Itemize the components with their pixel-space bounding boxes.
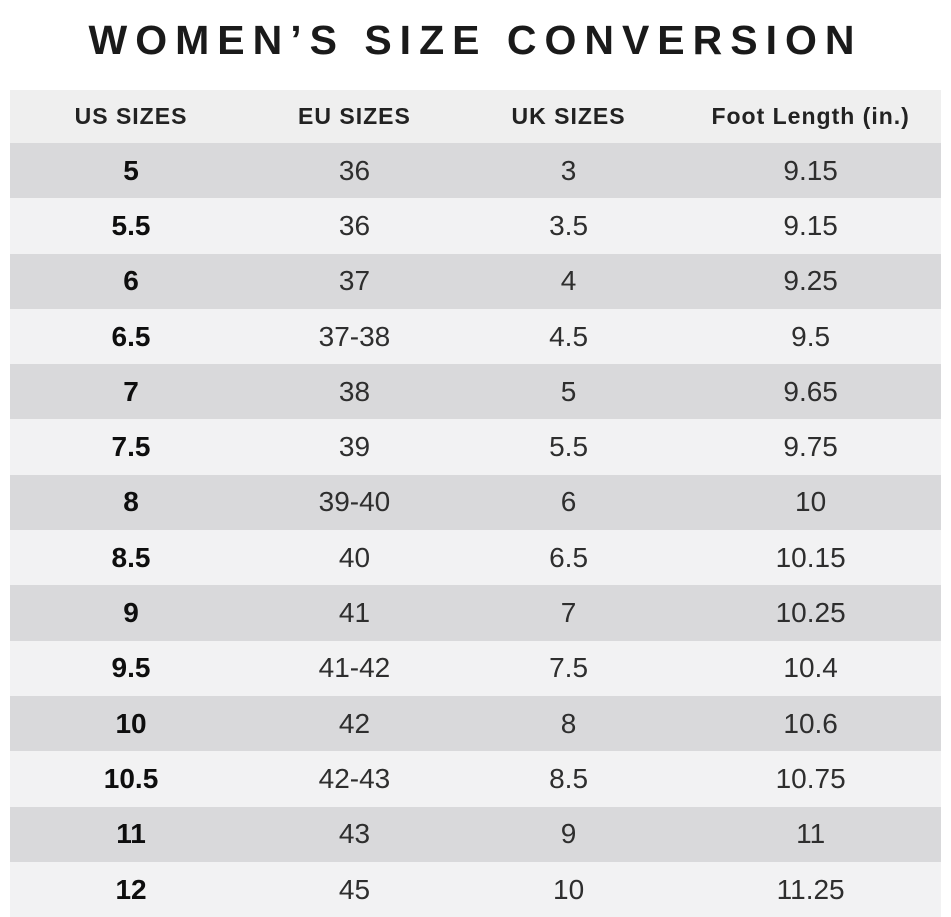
cell-foot-length: 9.65: [783, 375, 838, 407]
cell-eu-size: 36: [338, 209, 371, 241]
table-row: 9 41 7 10.25: [10, 585, 941, 641]
cell-eu-size: 41-42: [318, 652, 391, 684]
cell-eu-size: 39: [338, 431, 371, 463]
table-row: 6.5 37-38 4.5 9.5: [10, 308, 941, 365]
cell-eu-size: 40: [338, 541, 371, 573]
cell-foot-length: 11.25: [776, 873, 845, 905]
cell-us-size: 8: [123, 486, 139, 518]
cell-us-size: 12: [115, 873, 147, 905]
cell-us-size: 5.5: [111, 209, 151, 241]
cell-us-size: 11: [116, 818, 146, 850]
table-row: 10.5 42-43 8.5 10.75: [10, 751, 941, 807]
column-header-uk-sizes: UK SIZES: [511, 103, 626, 129]
cell-uk-size: 6.5: [549, 541, 589, 573]
cell-us-size: 9.5: [111, 652, 151, 684]
table-row: 5 36 3 9.15: [10, 143, 941, 199]
cell-foot-length: 9.75: [783, 431, 838, 463]
cell-us-size: 6.5: [111, 320, 151, 352]
column-header-foot-length: Foot Length (in.): [711, 103, 910, 129]
table-row: 6 37 4 9.25: [10, 253, 941, 309]
cell-us-size: 5: [123, 154, 139, 186]
cell-us-size: 7.5: [111, 431, 151, 463]
cell-eu-size: 45: [338, 873, 371, 905]
size-conversion-table: US SIZES EU SIZES UK SIZES Foot Length (…: [10, 90, 941, 917]
cell-eu-size: 43: [338, 818, 371, 850]
cell-foot-length: 10.75: [775, 762, 846, 794]
cell-foot-length: 10: [795, 486, 827, 518]
cell-uk-size: 7: [560, 597, 577, 629]
cell-foot-length: 9.5: [791, 320, 831, 352]
cell-eu-size: 38: [338, 375, 371, 407]
table-row: 5.5 36 3.5 9.15: [10, 198, 941, 254]
table-row: 10 42 8 10.6: [10, 695, 941, 752]
cell-uk-size: 5.5: [549, 431, 589, 463]
cell-uk-size: 6: [560, 486, 577, 518]
column-header-eu-sizes: EU SIZES: [298, 103, 411, 129]
table-header-row: US SIZES EU SIZES UK SIZES Foot Length (…: [10, 90, 941, 143]
table-row: 8 39-40 6 10: [10, 474, 941, 531]
cell-uk-size: 4.5: [549, 320, 589, 352]
page-title: WOMEN’S SIZE CONVERSION: [88, 17, 863, 63]
title-area: WOMEN’S SIZE CONVERSION: [0, 0, 951, 90]
table-row: 9.5 41-42 7.5 10.4: [10, 640, 941, 696]
cell-foot-length: 11: [796, 818, 826, 850]
cell-us-size: 6: [123, 265, 139, 297]
column-header-us-sizes: US SIZES: [74, 103, 188, 129]
cell-uk-size: 9: [560, 818, 577, 850]
cell-eu-size: 37: [338, 265, 371, 297]
cell-uk-size: 3: [560, 154, 577, 186]
cell-us-size: 9: [123, 597, 139, 629]
cell-us-size: 7: [123, 375, 139, 407]
table-row: 12 45 10 11.25: [10, 861, 941, 917]
cell-foot-length: 10.15: [775, 541, 846, 573]
cell-uk-size: 4: [560, 265, 577, 297]
cell-uk-size: 10: [553, 873, 585, 905]
table-row: 11 43 9 11: [10, 806, 941, 862]
cell-foot-length: 10.25: [775, 597, 846, 629]
cell-foot-length: 9.25: [783, 265, 838, 297]
cell-foot-length: 10.4: [783, 652, 838, 684]
cell-eu-size: 39-40: [318, 486, 391, 518]
cell-foot-length: 9.15: [783, 154, 838, 186]
table-row: 7.5 39 5.5 9.75: [10, 419, 941, 475]
cell-uk-size: 3.5: [549, 209, 589, 241]
cell-uk-size: 7.5: [549, 652, 589, 684]
cell-eu-size: 42-43: [318, 762, 391, 794]
cell-eu-size: 41: [338, 597, 371, 629]
cell-foot-length: 10.6: [783, 707, 838, 739]
cell-eu-size: 42: [338, 707, 371, 739]
table-row: 7 38 5 9.65: [10, 364, 941, 420]
cell-uk-size: 5: [560, 375, 577, 407]
cell-us-size: 10.5: [103, 762, 159, 794]
cell-uk-size: 8: [560, 707, 577, 739]
cell-eu-size: 37-38: [318, 320, 391, 352]
cell-us-size: 10: [115, 707, 147, 739]
cell-uk-size: 8.5: [549, 762, 589, 794]
table-row: 8.5 40 6.5 10.15: [10, 530, 941, 586]
cell-us-size: 8.5: [111, 541, 151, 573]
cell-eu-size: 36: [338, 154, 371, 186]
cell-foot-length: 9.15: [783, 209, 838, 241]
